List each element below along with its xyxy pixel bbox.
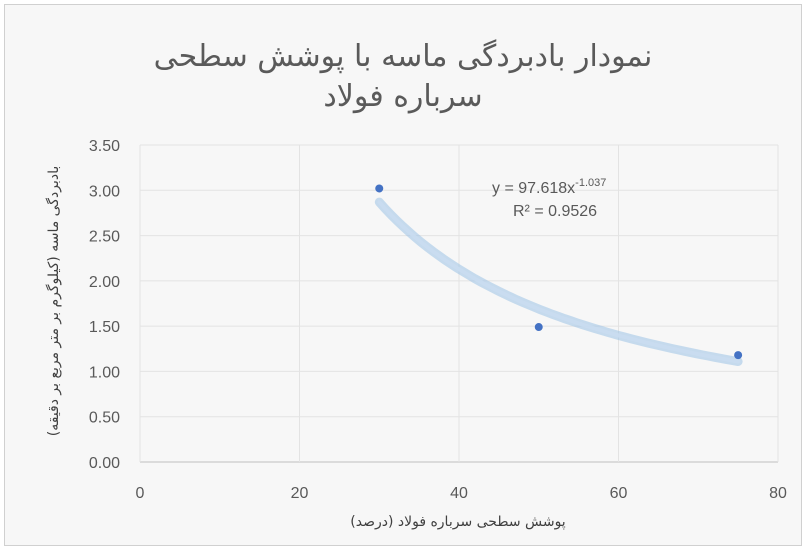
y-tick-label: 1.50 <box>89 319 120 336</box>
x-tick-label: 80 <box>769 485 787 502</box>
data-point <box>534 323 543 332</box>
data-points <box>375 184 743 360</box>
y-tick-label: 0.00 <box>89 455 120 472</box>
y-tick-label: 3.00 <box>89 183 120 200</box>
trendline-glow <box>374 197 743 366</box>
x-tick-label: 0 <box>136 485 145 502</box>
chart-frame <box>4 4 802 546</box>
y-tick-label: 2.50 <box>89 229 120 246</box>
x-tick-labels: 0 20 40 60 80 <box>136 485 787 502</box>
trend-equation: y = 97.618x-1.037 <box>492 177 606 197</box>
x-tick-label: 60 <box>610 485 628 502</box>
y-axis-label: بادبردگی ماسه (کیلوگرم بر متر مربع بر دق… <box>45 166 62 436</box>
y-tick-label: 2.00 <box>89 274 120 291</box>
y-tick-label: 1.00 <box>89 364 120 381</box>
x-axis-label: پوشش سطحی سرباره فولاد (درصد) <box>350 514 566 530</box>
data-point <box>734 351 743 360</box>
trendline <box>377 200 741 364</box>
y-tick-labels: 0.00 0.50 1.00 1.50 2.00 2.50 3.00 3.50 <box>89 138 120 472</box>
r-squared-label: R² = 0.9526 <box>513 203 597 220</box>
chart-title-line-1: نمودار بادبردگی ماسه با پوشش سطحی <box>154 39 653 74</box>
data-point <box>375 184 384 193</box>
trendline-group <box>374 197 743 366</box>
y-tick-label: 3.50 <box>89 138 120 155</box>
gridlines <box>139 144 779 463</box>
chart-title-line-2: سرباره فولاد <box>323 79 482 114</box>
y-tick-label: 0.50 <box>89 410 120 427</box>
x-tick-label: 40 <box>450 485 468 502</box>
x-tick-label: 20 <box>291 485 309 502</box>
